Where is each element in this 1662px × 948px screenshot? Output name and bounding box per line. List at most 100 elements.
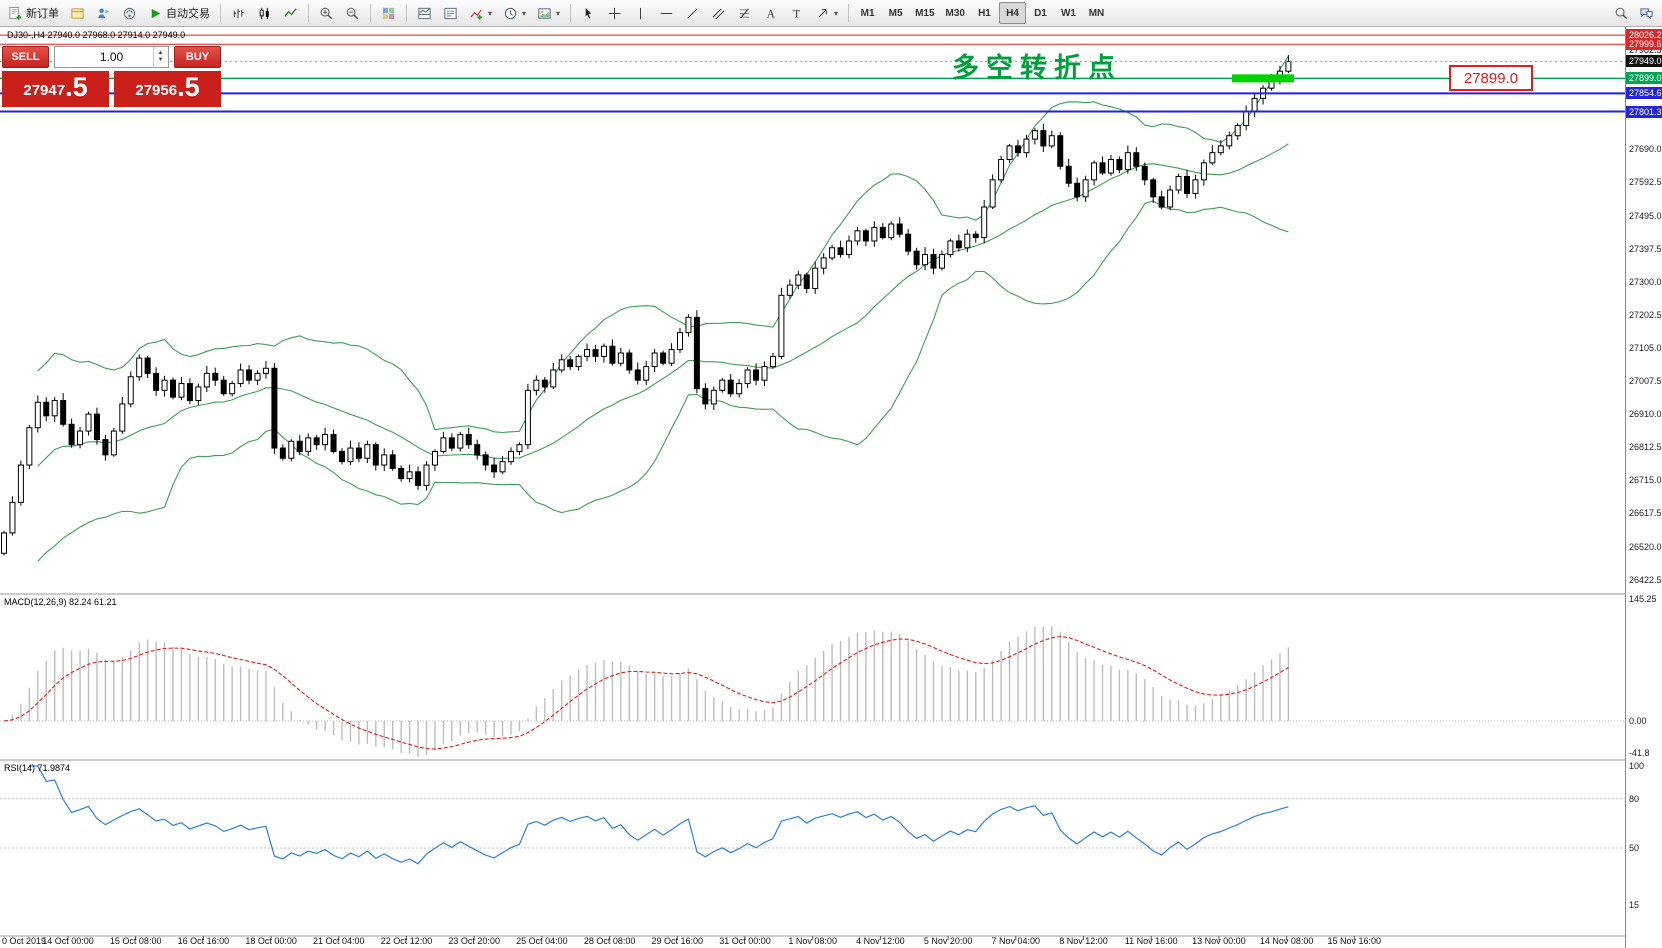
- new-order-button[interactable]: 新订单: [3, 2, 64, 24]
- period-button[interactable]: ▾: [498, 2, 531, 24]
- channel-tool-button[interactable]: [706, 2, 731, 24]
- time-axis-label: 23 Oct 20:00: [448, 936, 500, 946]
- candle-body: [753, 369, 760, 381]
- candle-body: [1124, 152, 1131, 171]
- crosshair-tool-button[interactable]: [602, 2, 627, 24]
- candle-body: [820, 257, 827, 269]
- toolbar: 新订单 自动交易 ▾ ▾ ▾ A T ▾ M1 M5 M15 M30 H1 H4…: [0, 0, 1662, 27]
- add-indicator-icon: [470, 8, 483, 20]
- bar-chart-button[interactable]: [226, 2, 251, 24]
- time-axis[interactable]: 0 Oct 2019 14 Oct 00:00 15 Oct 08:00 16 Oct…: [0, 936, 1625, 948]
- candle-body: [254, 372, 261, 381]
- candle-body: [195, 386, 202, 402]
- timeframe-m5-button[interactable]: M5: [882, 2, 909, 24]
- candle-body: [364, 444, 371, 459]
- candle-body: [246, 369, 253, 381]
- vertical-line-tool-button[interactable]: [628, 2, 653, 24]
- candle-body: [153, 372, 160, 391]
- candle-body: [685, 316, 692, 334]
- candle-body: [600, 345, 607, 357]
- new-order-icon: [9, 6, 22, 20]
- candle-body: [178, 383, 185, 398]
- market-watch-icon: [98, 7, 110, 18]
- bollinger-lower-band: [37, 200, 1289, 562]
- text-tool-button[interactable]: A: [758, 2, 783, 24]
- volume-input[interactable]: 1.00 ▲ ▼: [54, 46, 169, 68]
- buy-button[interactable]: BUY: [174, 46, 221, 68]
- timeframe-w1-button[interactable]: W1: [1055, 2, 1082, 24]
- fibonacci-tool-button[interactable]: [732, 2, 757, 24]
- arrow-icon: [818, 8, 827, 18]
- chat-button[interactable]: [1634, 2, 1659, 24]
- dropdown-caret-icon: ▾: [488, 8, 493, 18]
- candle-body: [989, 179, 996, 208]
- price-tick-label: 26422.5: [1629, 574, 1662, 585]
- candle-body: [1175, 175, 1182, 191]
- search-button[interactable]: [1609, 2, 1634, 24]
- horizontal-line-tool-button[interactable]: [654, 2, 679, 24]
- price-callout-label[interactable]: 27899.0: [1449, 65, 1533, 91]
- zoom-out-button[interactable]: [340, 2, 365, 24]
- macd-signal-line: [3, 636, 1289, 750]
- candle-body: [34, 401, 41, 429]
- timeframe-h1-button[interactable]: H1: [971, 2, 998, 24]
- timeframe-d1-button[interactable]: D1: [1027, 2, 1054, 24]
- candle-body: [77, 430, 84, 446]
- data-window-button[interactable]: [117, 2, 142, 24]
- zoom-in-button[interactable]: [314, 2, 339, 24]
- candle-body: [634, 369, 641, 381]
- highlight-segment[interactable]: [1232, 74, 1294, 83]
- template-icon: [538, 7, 551, 19]
- candle-body: [1074, 182, 1081, 198]
- candle-body: [702, 388, 709, 405]
- candle-body: [330, 433, 337, 452]
- add-indicator-button[interactable]: ▾: [464, 2, 497, 24]
- template-button[interactable]: ▾: [532, 2, 565, 24]
- candle-body: [296, 440, 303, 452]
- candle-body: [905, 233, 912, 252]
- candle-body: [1167, 189, 1174, 208]
- candle-body: [161, 379, 168, 391]
- trendline-tool-button[interactable]: [680, 2, 705, 24]
- market-watch-button[interactable]: [91, 2, 116, 24]
- buy-price-display: 27956.5: [114, 71, 221, 107]
- price-tick-label: 26812.5: [1629, 442, 1662, 453]
- candle-body: [322, 433, 329, 446]
- label-icon: T: [793, 8, 800, 20]
- line-chart-button[interactable]: [278, 2, 303, 24]
- candlestick-chart-button[interactable]: [252, 2, 277, 24]
- candle-body: [51, 400, 58, 417]
- candle-body: [567, 359, 574, 368]
- candle-body: [237, 369, 244, 385]
- timeframe-m30-button[interactable]: M30: [941, 2, 970, 24]
- price-scale[interactable]: 27982.527690.027592.527495.027397.527300…: [1625, 26, 1662, 948]
- candle-body: [262, 367, 269, 374]
- price-tick-label: 27105.0: [1629, 342, 1662, 353]
- timeframe-m1-button[interactable]: M1: [854, 2, 881, 24]
- candle-body: [972, 233, 979, 239]
- volume-down-button[interactable]: ▼: [157, 57, 164, 63]
- bollinger-middle-band: [37, 143, 1289, 467]
- arrows-tool-button[interactable]: ▾: [810, 2, 843, 24]
- timeframe-mn-button[interactable]: MN: [1083, 2, 1110, 24]
- candle-body: [1057, 135, 1064, 167]
- chart-profile-button[interactable]: [65, 2, 90, 24]
- candle-body: [1091, 162, 1098, 181]
- timeframe-m15-button[interactable]: M15: [910, 2, 939, 24]
- autotrading-button[interactable]: 自动交易: [143, 2, 215, 24]
- time-axis-label: 11 Nov 16:00: [1124, 936, 1178, 946]
- candle-body: [1048, 135, 1055, 147]
- sell-button[interactable]: SELL: [2, 46, 49, 68]
- indicator-window-icon: [418, 7, 431, 19]
- candle-body: [440, 437, 447, 452]
- object-list-button[interactable]: [438, 2, 463, 24]
- tile-windows-button[interactable]: [376, 2, 401, 24]
- timeframe-h4-button[interactable]: H4: [998, 2, 1026, 24]
- volume-up-button[interactable]: ▲: [157, 50, 164, 56]
- candle-body: [778, 294, 785, 357]
- indicator-window-button[interactable]: [412, 2, 437, 24]
- cursor-tool-button[interactable]: [576, 2, 601, 24]
- label-tool-button[interactable]: T: [784, 2, 809, 24]
- sell-price-main: 27947: [23, 82, 66, 99]
